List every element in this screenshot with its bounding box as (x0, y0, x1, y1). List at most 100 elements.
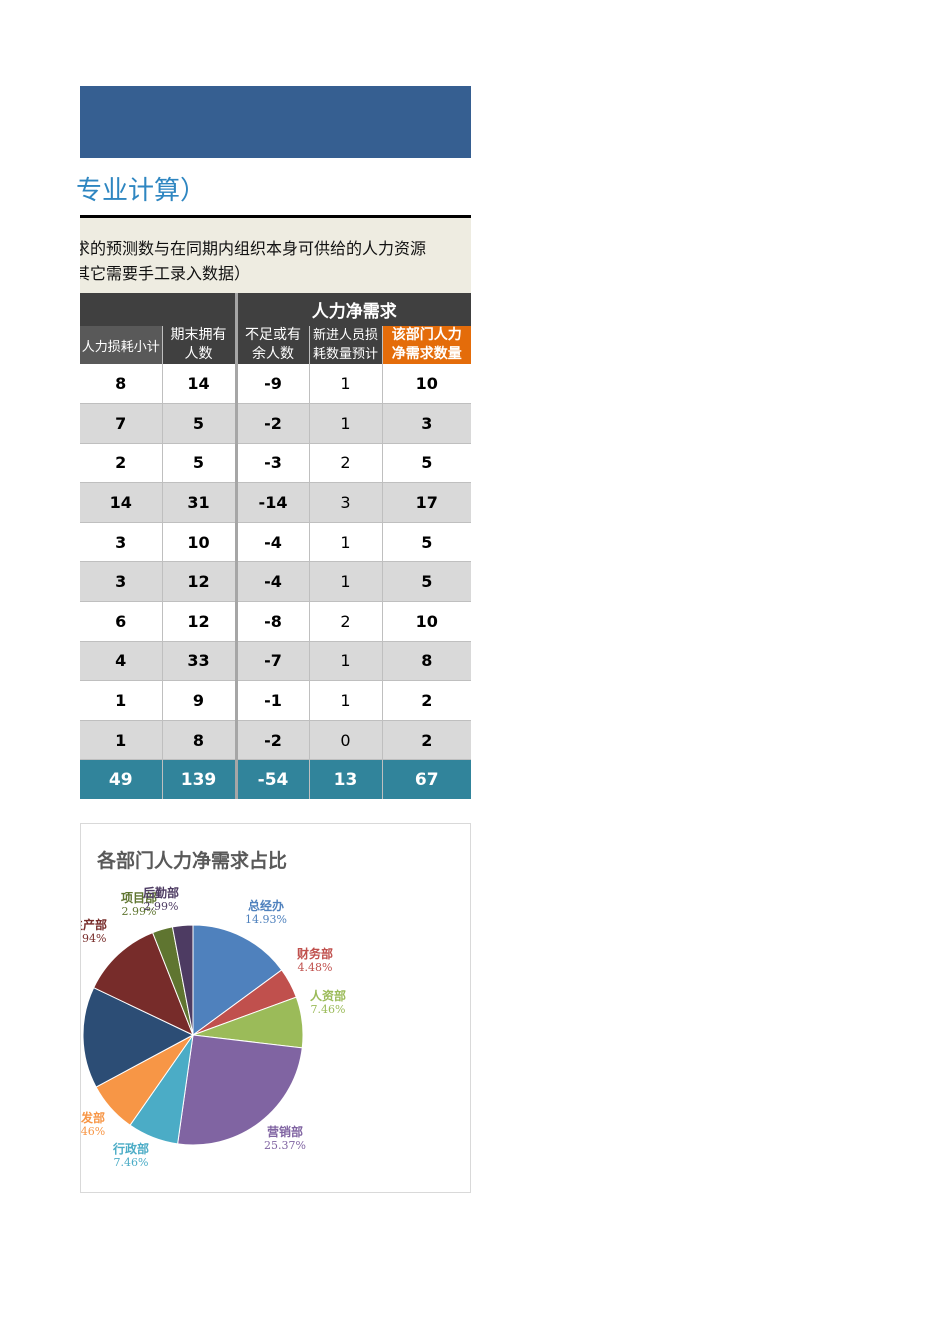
cell-loss-subtotal: 3 (80, 522, 163, 563)
cell-new-loss: 1 (309, 641, 383, 682)
group-header-net-demand: 人力净需求 (236, 293, 472, 326)
cell-period-end: 9 (162, 680, 238, 721)
cell-new-loss: 1 (309, 561, 383, 603)
totals-row: 49 139 -54 13 67 (80, 759, 472, 799)
pie-slice (177, 1034, 303, 1146)
pie-percent-label: 1.94% (81, 932, 106, 945)
pie-label: 财务部 (296, 946, 333, 961)
table-row: 4 33 -7 1 8 (80, 641, 472, 682)
pie-label: 行政部 (112, 1141, 149, 1156)
cell-net-demand: 8 (382, 641, 472, 682)
table-row: 3 12 -4 1 5 (80, 561, 472, 603)
pie-label: 营销部 (267, 1124, 303, 1139)
pie-percent-label: 2.99% (122, 905, 157, 918)
cell-net-demand: 3 (382, 403, 472, 444)
pie-percent-label: 25.37% (264, 1139, 306, 1152)
cell-loss-subtotal: 7 (80, 403, 163, 444)
table-row: 1 8 -2 0 2 (80, 720, 472, 761)
cell-net-demand: 17 (382, 482, 472, 523)
pie-percent-label: 2.99% (144, 900, 179, 913)
pie-label: 人资部 (310, 988, 346, 1003)
cell-new-loss: 1 (309, 680, 383, 721)
total-loss: 49 (80, 759, 163, 799)
header-net-demand-line2: 净需求数量 (391, 346, 462, 362)
pie-label: 项目部 (121, 890, 157, 905)
title-banner (80, 86, 471, 158)
header-new-loss-line2: 耗数量预计 (312, 347, 378, 362)
header-period-end-line2: 人数 (184, 346, 213, 362)
description-box: 求的预测数与在同期内组织本身可供给的人力资源 其它需要手工录入数据） (80, 215, 471, 293)
cell-net-demand: 10 (382, 364, 472, 405)
cell-new-loss: 0 (309, 720, 383, 761)
table-row: 6 12 -8 2 10 (80, 601, 472, 642)
cell-net-demand: 5 (382, 522, 472, 563)
cell-period-end: 8 (162, 720, 238, 761)
cell-period-end: 12 (162, 601, 238, 642)
cell-period-end: 14 (162, 364, 238, 405)
table-row: 8 14 -9 1 10 (80, 364, 472, 405)
table-row: 1 9 -1 1 2 (80, 680, 472, 721)
table-row: 3 10 -4 1 5 (80, 522, 472, 563)
cell-shortage: -4 (236, 522, 310, 563)
total-shortage: -54 (236, 759, 310, 799)
table-subheader: 人力损耗小计 (80, 326, 471, 364)
cell-loss-subtotal: 4 (80, 641, 163, 682)
cell-new-loss: 2 (309, 443, 383, 484)
chart-title: 各部门人力净需求占比 (97, 850, 288, 872)
total-new-loss: 13 (309, 759, 383, 799)
cell-loss-subtotal: 8 (80, 364, 163, 405)
total-net-demand: 67 (382, 759, 472, 799)
cell-shortage: -4 (236, 561, 310, 603)
table-row: 2 5 -3 2 5 (80, 443, 472, 484)
pie-slice (171, 924, 194, 1036)
cell-shortage: -2 (236, 403, 310, 444)
cell-new-loss: 1 (309, 522, 383, 563)
cell-new-loss: 2 (309, 601, 383, 642)
cell-net-demand: 5 (382, 561, 472, 603)
cell-period-end: 33 (162, 641, 238, 682)
pie-slice (82, 986, 195, 1088)
header-shortage-line1: 不足或有 (245, 327, 301, 343)
table-row: 14 31 -14 3 17 (80, 482, 472, 523)
cell-shortage: -9 (236, 364, 310, 405)
pie-slice (192, 924, 283, 1036)
cell-new-loss: 1 (309, 403, 383, 444)
cell-net-demand: 5 (382, 443, 472, 484)
cell-shortage: -14 (236, 482, 310, 523)
demand-table: 人力净需求 期末拥有 人数 不足或有 余人数 新进人员损 耗数量预计 该部门人力… (80, 293, 472, 799)
header-new-loss-line1: 新进人员损 (312, 328, 378, 343)
cell-net-demand: 2 (382, 720, 472, 761)
cell-loss-subtotal: 6 (80, 601, 163, 642)
cell-shortage: -8 (236, 601, 310, 642)
header-period-end-count: 期末拥有 人数 (162, 326, 238, 364)
cell-loss-subtotal: 2 (80, 443, 163, 484)
pie-percent-label: 7.46% (311, 1003, 346, 1016)
cell-shortage: -2 (236, 720, 310, 761)
table-row: 7 5 -2 1 3 (80, 403, 472, 444)
cell-loss-subtotal: 3 (80, 561, 163, 603)
header-new-loss: 新进人员损 耗数量预计 (309, 326, 383, 364)
cell-loss-subtotal: 1 (80, 720, 163, 761)
cell-shortage: -3 (236, 443, 310, 484)
cell-loss-subtotal: 14 (80, 482, 163, 523)
cell-shortage: -1 (236, 680, 310, 721)
cell-net-demand: 2 (382, 680, 472, 721)
cell-loss-subtotal: 1 (80, 680, 163, 721)
pie-chart-panel: 各部门人力净需求占比 总经办 14.93% 财务部 4.48% 人资部 7.46% 营销部 2… (80, 823, 471, 1193)
cell-period-end: 31 (162, 482, 238, 523)
pie-percent-label: 46% (81, 1125, 105, 1138)
cell-period-end: 5 (162, 403, 238, 444)
pie-slice (93, 932, 194, 1036)
pie-chart: 总经办14.93%财务部4.48%人资部7.46%营销部25.37%行政部7.4… (81, 885, 346, 1169)
pie-label: 总经办 (248, 898, 284, 913)
total-end: 139 (162, 759, 238, 799)
header-net-demand-line1: 该部门人力 (391, 327, 462, 343)
cell-period-end: 12 (162, 561, 238, 603)
group-header-left (80, 293, 238, 326)
description-line-1: 求的预测数与在同期内组织本身可供给的人力资源 (80, 239, 427, 258)
pie-label: 生产部 (81, 917, 107, 932)
cell-new-loss: 3 (309, 482, 383, 523)
pie-percent-label: 14.93% (245, 913, 287, 926)
pie-percent-label: 4.48% (298, 961, 333, 974)
cell-new-loss: 1 (309, 364, 383, 405)
